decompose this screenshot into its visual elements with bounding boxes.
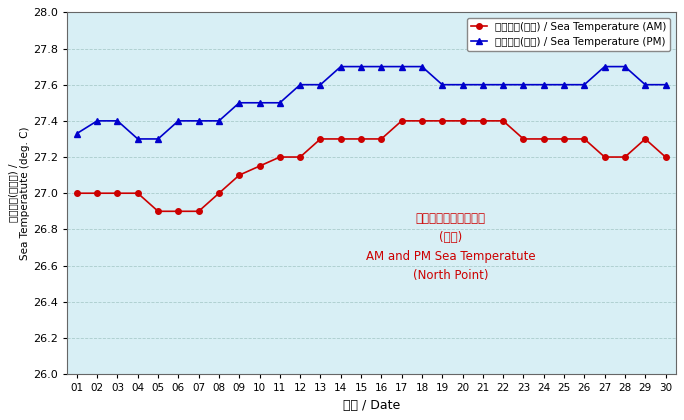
海水温度(下午) / Sea Temperature (PM) <box>458 82 466 87</box>
海水温度(上午) / Sea Temperature (AM) <box>73 191 81 196</box>
海水温度(上午) / Sea Temperature (AM) <box>357 136 365 142</box>
海水温度(下午) / Sea Temperature (PM) <box>114 118 122 123</box>
海水温度(下午) / Sea Temperature (PM) <box>73 131 81 136</box>
Legend: 海水温度(上午) / Sea Temperature (AM), 海水温度(下午) / Sea Temperature (PM): 海水温度(上午) / Sea Temperature (AM), 海水温度(下午… <box>466 18 670 51</box>
海水温度(下午) / Sea Temperature (PM) <box>479 82 487 87</box>
海水温度(下午) / Sea Temperature (PM) <box>215 118 223 123</box>
海水温度(下午) / Sea Temperature (PM) <box>418 64 426 69</box>
Line: 海水温度(下午) / Sea Temperature (PM): 海水温度(下午) / Sea Temperature (PM) <box>73 63 669 142</box>
海水温度(上午) / Sea Temperature (AM) <box>194 209 202 214</box>
海水温度(上午) / Sea Temperature (AM) <box>235 173 244 178</box>
海水温度(下午) / Sea Temperature (PM) <box>397 64 406 69</box>
海水温度(上午) / Sea Temperature (AM) <box>601 155 609 160</box>
海水温度(上午) / Sea Temperature (AM) <box>418 118 426 123</box>
X-axis label: 日期 / Date: 日期 / Date <box>343 399 400 412</box>
海水温度(下午) / Sea Temperature (PM) <box>580 82 588 87</box>
海水温度(上午) / Sea Temperature (AM) <box>296 155 304 160</box>
海水温度(上午) / Sea Temperature (AM) <box>378 136 386 142</box>
海水温度(上午) / Sea Temperature (AM) <box>215 191 223 196</box>
海水温度(下午) / Sea Temperature (PM) <box>194 118 202 123</box>
海水温度(上午) / Sea Temperature (AM) <box>397 118 406 123</box>
海水温度(下午) / Sea Temperature (PM) <box>276 100 284 105</box>
海水温度(上午) / Sea Temperature (AM) <box>438 118 447 123</box>
海水温度(下午) / Sea Temperature (PM) <box>378 64 386 69</box>
海水温度(下午) / Sea Temperature (PM) <box>357 64 365 69</box>
海水温度(上午) / Sea Temperature (AM) <box>661 155 670 160</box>
海水温度(上午) / Sea Temperature (AM) <box>479 118 487 123</box>
海水温度(上午) / Sea Temperature (AM) <box>276 155 284 160</box>
海水温度(下午) / Sea Temperature (PM) <box>296 82 304 87</box>
海水温度(上午) / Sea Temperature (AM) <box>560 136 568 142</box>
海水温度(下午) / Sea Temperature (PM) <box>337 64 345 69</box>
海水温度(上午) / Sea Temperature (AM) <box>621 155 629 160</box>
海水温度(上午) / Sea Temperature (AM) <box>154 209 162 214</box>
海水温度(下午) / Sea Temperature (PM) <box>540 82 548 87</box>
Text: 上午及下午的海水温度
(北角)
AM and PM Sea Temperatute
(North Point): 上午及下午的海水温度 (北角) AM and PM Sea Temperatut… <box>365 213 535 283</box>
Line: 海水温度(上午) / Sea Temperature (AM): 海水温度(上午) / Sea Temperature (AM) <box>74 118 668 214</box>
海水温度(上午) / Sea Temperature (AM) <box>519 136 527 142</box>
海水温度(上午) / Sea Temperature (AM) <box>133 191 142 196</box>
海水温度(下午) / Sea Temperature (PM) <box>499 82 508 87</box>
海水温度(上午) / Sea Temperature (AM) <box>174 209 183 214</box>
海水温度(下午) / Sea Temperature (PM) <box>235 100 244 105</box>
海水温度(上午) / Sea Temperature (AM) <box>317 136 325 142</box>
海水温度(下午) / Sea Temperature (PM) <box>438 82 447 87</box>
海水温度(下午) / Sea Temperature (PM) <box>174 118 183 123</box>
海水温度(下午) / Sea Temperature (PM) <box>154 136 162 142</box>
海水温度(下午) / Sea Temperature (PM) <box>621 64 629 69</box>
海水温度(下午) / Sea Temperature (PM) <box>93 118 101 123</box>
海水温度(上午) / Sea Temperature (AM) <box>255 163 263 168</box>
Y-axis label: 海水温度(攝氏度) /
Sea Temperatute (deg. C): 海水温度(攝氏度) / Sea Temperatute (deg. C) <box>8 126 30 260</box>
海水温度(下午) / Sea Temperature (PM) <box>519 82 527 87</box>
海水温度(上午) / Sea Temperature (AM) <box>580 136 588 142</box>
海水温度(下午) / Sea Temperature (PM) <box>661 82 670 87</box>
海水温度(上午) / Sea Temperature (AM) <box>641 136 649 142</box>
海水温度(上午) / Sea Temperature (AM) <box>540 136 548 142</box>
海水温度(下午) / Sea Temperature (PM) <box>317 82 325 87</box>
海水温度(下午) / Sea Temperature (PM) <box>560 82 568 87</box>
海水温度(下午) / Sea Temperature (PM) <box>641 82 649 87</box>
海水温度(上午) / Sea Temperature (AM) <box>499 118 508 123</box>
海水温度(下午) / Sea Temperature (PM) <box>133 136 142 142</box>
海水温度(上午) / Sea Temperature (AM) <box>114 191 122 196</box>
海水温度(上午) / Sea Temperature (AM) <box>93 191 101 196</box>
海水温度(下午) / Sea Temperature (PM) <box>255 100 263 105</box>
海水温度(下午) / Sea Temperature (PM) <box>601 64 609 69</box>
海水温度(上午) / Sea Temperature (AM) <box>337 136 345 142</box>
海水温度(上午) / Sea Temperature (AM) <box>458 118 466 123</box>
